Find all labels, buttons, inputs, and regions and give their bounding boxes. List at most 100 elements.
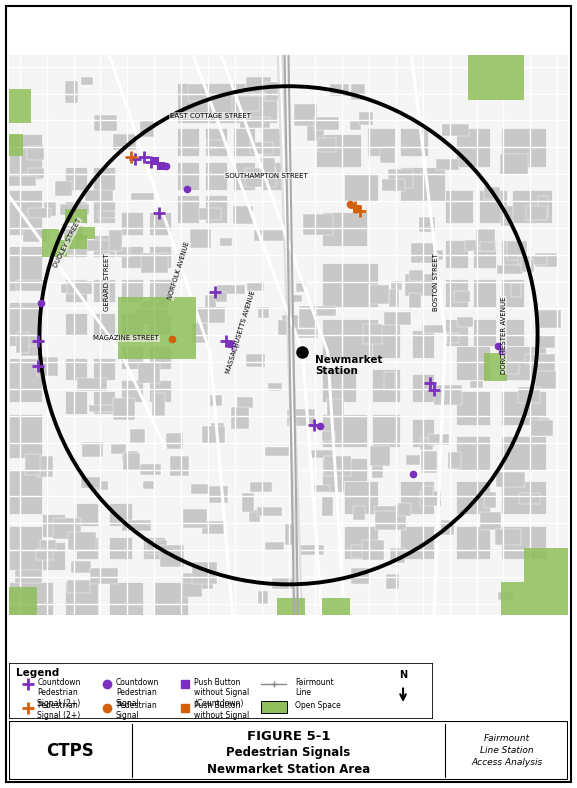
- Bar: [351, 84, 365, 100]
- Bar: [411, 419, 434, 448]
- Bar: [182, 576, 202, 597]
- Bar: [473, 279, 496, 307]
- Text: Countdown
Pedestrian
Signal: Countdown Pedestrian Signal: [116, 678, 159, 708]
- Bar: [143, 481, 154, 489]
- Bar: [42, 229, 59, 240]
- Bar: [202, 426, 225, 444]
- Bar: [188, 84, 207, 101]
- Bar: [177, 128, 199, 156]
- Bar: [445, 190, 473, 223]
- Bar: [283, 314, 298, 336]
- Bar: [307, 123, 324, 142]
- Bar: [400, 167, 445, 201]
- Bar: [92, 201, 115, 223]
- Bar: [295, 329, 318, 337]
- Bar: [90, 567, 118, 584]
- Bar: [152, 393, 166, 415]
- Bar: [197, 307, 224, 323]
- Bar: [140, 121, 153, 137]
- Text: BOSTON STREET: BOSTON STREET: [433, 253, 439, 311]
- Bar: [109, 230, 122, 251]
- Bar: [177, 84, 278, 123]
- Bar: [457, 318, 473, 327]
- Bar: [501, 128, 546, 167]
- Bar: [411, 243, 436, 263]
- Bar: [261, 128, 283, 156]
- Bar: [206, 139, 224, 148]
- Bar: [143, 301, 167, 320]
- Bar: [344, 526, 378, 559]
- Bar: [344, 173, 378, 201]
- Bar: [149, 380, 171, 403]
- Bar: [448, 452, 462, 470]
- Bar: [479, 242, 494, 251]
- Bar: [190, 229, 211, 247]
- Bar: [373, 324, 400, 358]
- Bar: [384, 372, 395, 390]
- Bar: [94, 115, 117, 131]
- Bar: [65, 582, 98, 615]
- Bar: [194, 578, 213, 589]
- Bar: [240, 117, 269, 128]
- Bar: [242, 493, 253, 512]
- Bar: [411, 374, 434, 403]
- Bar: [261, 162, 283, 190]
- Bar: [63, 226, 83, 248]
- Bar: [138, 362, 160, 383]
- Text: Pedestrian Signals
Newmarket Station Area: Pedestrian Signals Newmarket Station Are…: [207, 746, 370, 776]
- Bar: [518, 256, 546, 265]
- Bar: [479, 190, 507, 223]
- Bar: [350, 121, 361, 131]
- Bar: [322, 414, 367, 448]
- Bar: [456, 436, 490, 470]
- Bar: [149, 212, 171, 235]
- Bar: [318, 138, 336, 152]
- Bar: [303, 214, 333, 236]
- Bar: [390, 548, 404, 563]
- Bar: [285, 523, 298, 545]
- Text: MAGAZINE STREET: MAGAZINE STREET: [93, 335, 159, 341]
- Bar: [428, 434, 449, 445]
- Bar: [473, 240, 496, 268]
- Bar: [434, 385, 462, 404]
- Bar: [400, 526, 434, 559]
- Text: SOUTHAMPTON STREET: SOUTHAMPTON STREET: [224, 173, 308, 179]
- Bar: [324, 456, 351, 476]
- Text: Fairmount
Line Station
Access Analysis: Fairmount Line Station Access Analysis: [471, 734, 542, 767]
- Bar: [247, 282, 264, 292]
- Bar: [391, 281, 402, 291]
- Bar: [149, 279, 171, 302]
- Bar: [500, 154, 528, 175]
- Bar: [400, 128, 428, 156]
- Bar: [42, 515, 65, 537]
- Bar: [136, 307, 155, 325]
- Bar: [92, 392, 115, 414]
- Bar: [76, 537, 98, 559]
- Bar: [177, 162, 199, 190]
- Text: MASSACHUSETTS AVENUE: MASSACHUSETTS AVENUE: [226, 290, 256, 375]
- Bar: [501, 206, 513, 226]
- Bar: [436, 158, 459, 170]
- Bar: [526, 206, 548, 220]
- Bar: [55, 181, 72, 196]
- Bar: [234, 206, 253, 224]
- Bar: [363, 325, 383, 344]
- Bar: [501, 582, 568, 615]
- Bar: [42, 542, 65, 571]
- Bar: [477, 229, 495, 246]
- Bar: [170, 455, 189, 476]
- Bar: [143, 537, 166, 559]
- Bar: [192, 563, 217, 584]
- Bar: [16, 281, 44, 292]
- Bar: [65, 201, 87, 223]
- Bar: [92, 358, 115, 380]
- Bar: [192, 323, 208, 343]
- Bar: [65, 392, 87, 414]
- Bar: [322, 262, 378, 307]
- Bar: [495, 529, 522, 545]
- Bar: [166, 433, 183, 449]
- Bar: [485, 187, 500, 199]
- Bar: [198, 208, 221, 220]
- Bar: [149, 347, 171, 369]
- Bar: [314, 117, 339, 130]
